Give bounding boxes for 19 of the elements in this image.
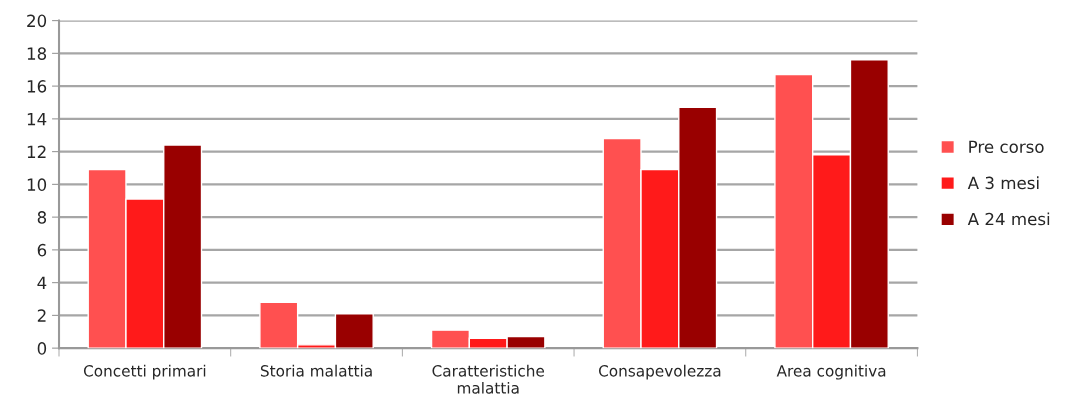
y-tick-label: 4 [37, 276, 47, 289]
y-tick-label: 6 [37, 243, 47, 257]
legend-label: Pre corso [969, 140, 1044, 154]
y-tick-label: 18 [27, 47, 47, 60]
y-tick-label: 2 [37, 309, 46, 322]
y-tick-label: 0 [37, 342, 47, 355]
y-tick-label: 14 [27, 113, 47, 126]
x-tick-label: Consapevolezza [598, 364, 721, 380]
y-tick-label: 10 [27, 178, 47, 191]
x-tick-label: Storia malattia [260, 364, 372, 377]
y-tick-label: 16 [27, 80, 47, 93]
x-tick-label: Caratteristiche malattia [432, 364, 545, 394]
x-tick-label: Area cognitiva [776, 364, 886, 380]
legend-label: A 3 mesi [967, 176, 1039, 190]
legend-label: A 24 mesi [967, 212, 1050, 226]
y-tick-label: 8 [37, 211, 47, 224]
x-tick-label: Concetti primari [83, 364, 206, 380]
y-tick-label: 20 [27, 14, 47, 28]
y-tick-label: 12 [27, 145, 46, 158]
